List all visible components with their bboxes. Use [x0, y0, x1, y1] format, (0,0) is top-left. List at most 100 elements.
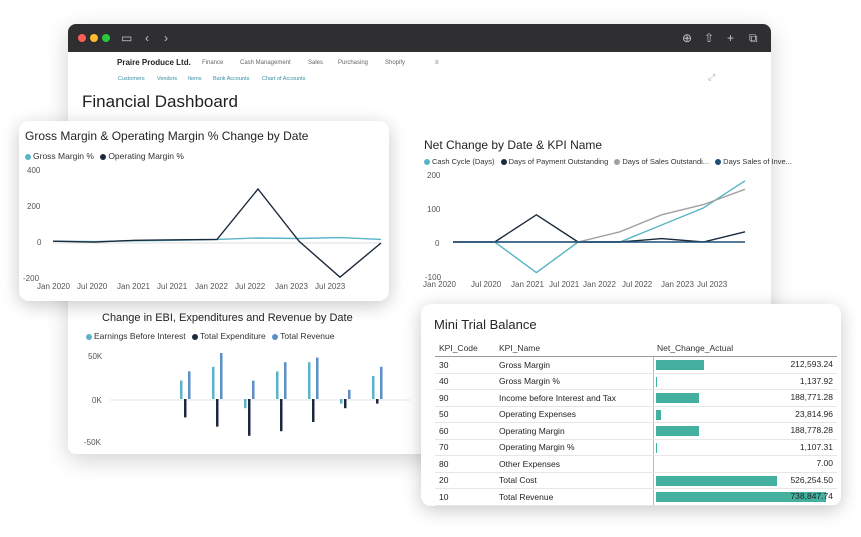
table-row[interactable]: 10 Total Revenue 738,847.74: [435, 488, 837, 506]
table-row[interactable]: 80 Other Expenses 7.00: [435, 455, 837, 473]
bar: [348, 389, 351, 399]
legend-item: Days Sales of Inve...: [723, 157, 792, 166]
table-row[interactable]: 60 Operating Margin 188,778.28: [435, 422, 837, 440]
download-icon[interactable]: ⊕: [682, 31, 693, 45]
trial-balance-table: KPI_Code KPI_Name Net_Change_Actual 30 Gr…: [435, 340, 837, 506]
minimize-window-button[interactable]: [90, 34, 98, 42]
nav-chart-of-accounts[interactable]: Chart of Accounts: [262, 76, 306, 82]
trial-balance-card[interactable]: Mini Trial Balance KPI_Code KPI_Name Net…: [421, 304, 841, 506]
y-tick: -100: [425, 273, 442, 282]
data-bar: [655, 393, 699, 403]
net-change-cell: 188,771.28: [652, 389, 837, 407]
menu-purchasing[interactable]: Purchasing: [338, 60, 369, 66]
kpi-name-cell: Total Cost: [495, 472, 653, 489]
x-tick: Jul 2020: [77, 282, 108, 291]
table-row[interactable]: 90 Income before Interest and Tax 188,771.…: [435, 389, 837, 407]
net-change-cell: 212,593.24: [652, 356, 837, 374]
hamburger-icon[interactable]: ≡: [435, 60, 439, 66]
bar: [380, 366, 383, 399]
x-tick: Jan 2022: [583, 280, 616, 289]
legend-item: Cash Cycle (Days): [432, 157, 495, 166]
close-window-button[interactable]: [78, 34, 86, 42]
nav-vendors[interactable]: Vendors: [157, 76, 178, 82]
legend-swatch-icon: [500, 159, 507, 166]
bar: [184, 399, 187, 418]
bar: [276, 371, 279, 399]
legend-swatch-icon: [715, 159, 722, 166]
table-header: KPI_Code KPI_Name Net_Change_Actual: [435, 340, 837, 357]
ebi-legend: Earnings Before Interest Total Expenditu…: [82, 331, 334, 341]
gm-title: Gross Margin & Operating Margin % Change…: [25, 129, 309, 143]
bar: [188, 371, 191, 399]
kpi-name-cell: Gross Margin: [495, 356, 653, 374]
x-tick: Jul 2023: [315, 282, 346, 291]
legend-swatch-icon: [86, 333, 92, 340]
kpi-code-cell: 10: [435, 488, 495, 506]
new-tab-icon[interactable]: +: [727, 31, 735, 45]
nav-bank-accounts[interactable]: Bank Accounts: [213, 76, 250, 82]
menu-finance[interactable]: Finance: [202, 60, 224, 66]
legend-item: Gross Margin %: [33, 151, 94, 161]
bar: [216, 399, 219, 427]
menu-shopify[interactable]: Shopify: [385, 60, 406, 66]
browser-titlebar: ▭ ‹ › ⊕ ⇧ + ⧉: [68, 24, 771, 52]
series-line: [52, 187, 382, 279]
kpi-name-cell: Gross Margin %: [495, 373, 653, 390]
nav-items[interactable]: Items: [188, 76, 202, 82]
net-change-plot: 200 100 0 -100 Jan 2020 Jul 2020 Jan 202…: [423, 171, 746, 289]
kpi-code-cell: 20: [435, 472, 495, 489]
maximize-window-button[interactable]: [102, 34, 110, 42]
menu-sales[interactable]: Sales: [308, 60, 324, 66]
x-tick: Jul 2023: [697, 280, 728, 289]
y-tick: 400: [27, 166, 41, 175]
tabs-icon[interactable]: ⧉: [749, 31, 758, 45]
kpi-name-cell: Operating Margin: [495, 422, 653, 440]
x-tick: Jan 2022: [195, 282, 228, 291]
ebi-plot: 50K 0K -50K: [84, 352, 410, 447]
table-row[interactable]: 70 Operating Margin % 1,107.31: [435, 439, 837, 456]
forward-icon[interactable]: ›: [164, 31, 168, 45]
net-change-value: 1,137.92: [799, 375, 833, 386]
table-row[interactable]: 50 Operating Expenses 23,814.96: [435, 406, 837, 423]
gm-legend: Gross Margin % Operating Margin %: [21, 151, 184, 161]
x-tick: Jan 2020: [423, 280, 456, 289]
net-change-value: 23,814.96: [795, 408, 833, 419]
kpi-code-cell: 40: [435, 373, 495, 390]
y-tick: 0: [37, 238, 42, 247]
table-row[interactable]: 40 Gross Margin % 1,137.92: [435, 373, 837, 390]
legend-swatch-icon: [100, 153, 107, 160]
kpi-code-cell: 80: [435, 455, 495, 473]
table-row[interactable]: 20 Total Cost 526,254.50: [435, 472, 837, 489]
nav-customers[interactable]: Customers: [118, 76, 145, 82]
net-change-cell: 738,847.74: [652, 488, 837, 506]
kpi-name-cell: Operating Expenses: [495, 406, 653, 423]
y-tick: 50K: [88, 352, 103, 361]
series-line: [453, 188, 746, 243]
net-change-cell: 1,137.92: [652, 373, 837, 390]
menu-cash-management[interactable]: Cash Management: [240, 60, 291, 66]
y-tick: -200: [23, 274, 40, 283]
col-kpi-name[interactable]: KPI_Name: [495, 340, 653, 357]
x-tick: Jul 2020: [471, 280, 502, 289]
sidebar-icon[interactable]: ▭: [121, 31, 133, 45]
back-icon[interactable]: ‹: [145, 31, 149, 45]
table-row[interactable]: 30 Gross Margin 212,593.24: [435, 356, 837, 374]
col-net-change[interactable]: Net_Change_Actual: [653, 340, 837, 357]
kpi-name-cell: Income before Interest and Tax: [495, 389, 653, 407]
bar: [316, 357, 319, 399]
kpi-code-cell: 50: [435, 406, 495, 423]
expand-icon[interactable]: ⤢: [708, 72, 716, 82]
kpi-code-cell: 30: [435, 356, 495, 374]
col-kpi-code[interactable]: KPI_Code: [435, 340, 495, 357]
share-icon[interactable]: ⇧: [704, 31, 715, 45]
net-change-value: 7.00: [816, 458, 833, 468]
x-tick: Jan 2020: [37, 282, 70, 291]
bar: [284, 362, 287, 399]
y-tick: 100: [427, 205, 441, 214]
kpi-name-cell: Total Revenue: [495, 488, 653, 506]
legend-swatch-icon: [192, 333, 199, 340]
y-tick: 200: [27, 202, 41, 211]
x-tick: Jul 2022: [235, 282, 266, 291]
gross-margin-card[interactable]: Gross Margin & Operating Margin % Change…: [19, 121, 389, 301]
bar: [376, 399, 379, 404]
